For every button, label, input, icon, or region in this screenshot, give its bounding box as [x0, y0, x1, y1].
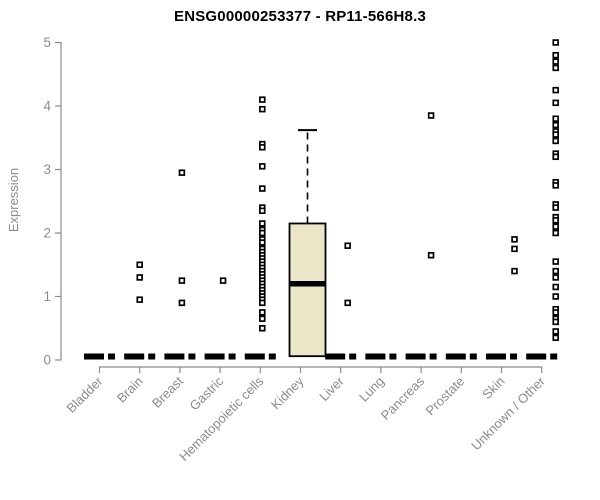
- data-point: [259, 220, 266, 227]
- x-category-label: Gastric: [187, 373, 227, 413]
- x-category-label: Skin: [479, 374, 507, 402]
- data-point: [344, 299, 351, 307]
- data-point: [552, 258, 559, 265]
- y-tick-label: 4: [43, 99, 51, 114]
- data-point: [511, 267, 518, 275]
- data-point: [259, 207, 266, 215]
- data-point: [259, 96, 266, 103]
- y-tick-label: 2: [43, 226, 51, 241]
- data-point: [259, 315, 266, 322]
- data-point: [552, 267, 559, 275]
- x-category-label: Lung: [356, 374, 387, 405]
- data-point: [259, 185, 266, 192]
- data-point: [259, 325, 266, 332]
- data-point: [552, 334, 559, 342]
- box: [288, 222, 327, 358]
- y-tick-label: 5: [43, 35, 51, 50]
- data-point: [427, 251, 435, 259]
- data-point: [259, 309, 266, 316]
- x-category-label: Pancreas: [378, 373, 428, 423]
- data-point: [178, 299, 186, 307]
- y-tick-label: 1: [43, 289, 51, 304]
- data-point: [552, 51, 559, 59]
- data-point: [552, 64, 559, 72]
- data-point: [552, 153, 559, 161]
- x-category-label: Bladder: [63, 373, 106, 416]
- data-point: [259, 239, 266, 246]
- data-point: [136, 261, 143, 269]
- data-point: [552, 283, 559, 291]
- data-point: [552, 182, 559, 189]
- x-category-label: Breast: [149, 373, 186, 410]
- chart-title: ENSG00000253377 - RP11-566H8.3: [173, 8, 426, 25]
- data-point: [552, 86, 559, 94]
- data-point: [552, 293, 559, 300]
- data-point: [511, 236, 518, 243]
- data-point: [178, 169, 186, 176]
- data-point: [552, 121, 559, 129]
- y-tick-label: 0: [43, 353, 51, 368]
- x-category-label: Kidney: [268, 373, 307, 412]
- data-point: [259, 229, 266, 237]
- data-point: [259, 144, 266, 151]
- data-point: [552, 309, 559, 316]
- data-point: [552, 229, 559, 237]
- data-point: [259, 105, 266, 113]
- data-point: [552, 99, 559, 107]
- data-point: [136, 296, 143, 303]
- data-point: [552, 137, 559, 145]
- data-point: [552, 204, 559, 211]
- data-point: [552, 223, 559, 230]
- data-point: [552, 318, 559, 326]
- x-category-label: Liver: [316, 373, 347, 404]
- data-point: [178, 277, 186, 284]
- data-point: [219, 277, 227, 284]
- x-category-label: Brain: [114, 374, 146, 406]
- data-point: [552, 39, 559, 46]
- data-point: [552, 274, 559, 281]
- x-category-label: Prostate: [423, 374, 468, 419]
- data-point: [344, 242, 351, 249]
- data-point: [552, 58, 559, 65]
- x-category-label: Unknown / Other: [468, 373, 548, 453]
- data-point: [259, 163, 266, 170]
- data-point: [552, 328, 559, 335]
- data-point: [136, 274, 143, 281]
- data-point: [427, 112, 435, 119]
- data-point: [552, 131, 559, 138]
- data-point: [511, 245, 518, 253]
- data-point: [552, 217, 559, 224]
- y-tick-label: 3: [43, 162, 51, 177]
- data-point: [552, 115, 559, 122]
- data-point: [259, 299, 266, 307]
